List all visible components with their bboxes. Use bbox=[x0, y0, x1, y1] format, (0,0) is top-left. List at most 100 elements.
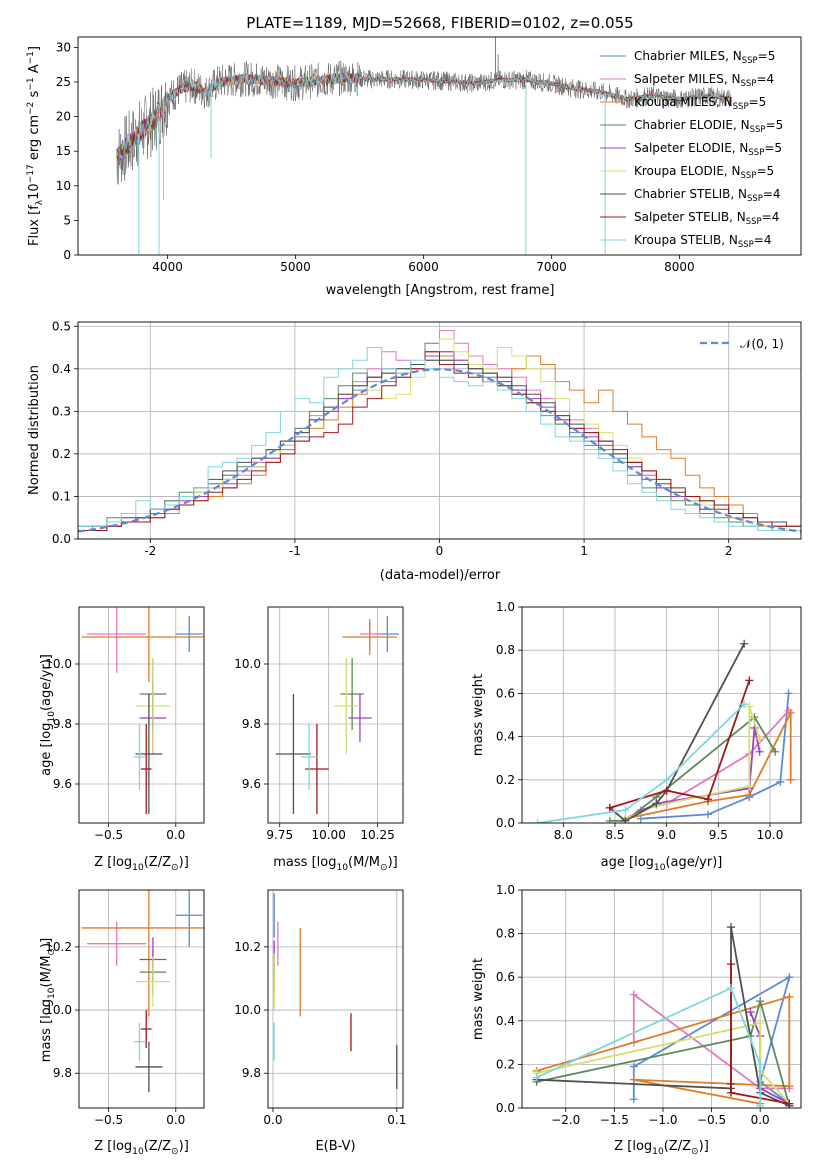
y-tick-label: 1.0 bbox=[496, 883, 515, 897]
weight-point-kroupa_miles bbox=[785, 1082, 794, 1091]
legend: 𝒩(0, 1) bbox=[700, 337, 784, 351]
weight-point-chabrier_stelib bbox=[652, 799, 661, 808]
y-tick-label: 30 bbox=[56, 40, 71, 54]
weight-point-kroupa_stelib bbox=[532, 1073, 541, 1082]
x-tick-label: 9.0 bbox=[657, 828, 676, 842]
weight-point-kroupa_elodie bbox=[755, 734, 764, 743]
axis-label-part: age [log bbox=[39, 723, 54, 776]
legend-subscript: SSP bbox=[747, 194, 763, 204]
weight-point-kroupa_stelib bbox=[756, 1060, 765, 1069]
y-tick-label: 10.0 bbox=[45, 1003, 72, 1017]
plot-marks bbox=[273, 893, 398, 1090]
legend-text: Kroupa MILES, N bbox=[634, 95, 733, 109]
legend-subscript: SSP bbox=[742, 56, 758, 66]
weight-point-kroupa_miles bbox=[786, 775, 795, 784]
weight-point-chabrier_miles bbox=[629, 1062, 638, 1071]
y-tick-label: 5 bbox=[63, 213, 71, 227]
weight-point-kroupa_elodie bbox=[745, 782, 754, 791]
weight-point-salpeter_stelib bbox=[662, 786, 671, 795]
x-axis-label: E(B-V) bbox=[315, 1139, 355, 1154]
axis-label-part: ⊙ bbox=[171, 863, 179, 873]
y-tick-label: 0 bbox=[63, 248, 71, 262]
legend-text: Salpeter ELODIE, N bbox=[634, 141, 748, 155]
x-axis-label: age [log10(age/yr)] bbox=[601, 855, 723, 873]
legend-text: Salpeter MILES, N bbox=[634, 72, 741, 86]
weight-point-chabrier_elodie bbox=[756, 997, 765, 1006]
y-tick-label: 0.5 bbox=[52, 319, 71, 333]
y-tick-label: 0.4 bbox=[52, 362, 71, 376]
axis-label-part: −1 bbox=[26, 77, 36, 90]
axes-frame bbox=[521, 889, 802, 1109]
axis-label-part: E(B-V) bbox=[315, 1139, 355, 1154]
axis-label-part: Z [log bbox=[94, 1139, 132, 1154]
axis-label-part: ] bbox=[27, 46, 42, 51]
y-tick-label: 0.6 bbox=[496, 686, 515, 700]
axis-label-part: 10 bbox=[654, 863, 666, 873]
y-tick-label: 0.2 bbox=[52, 447, 71, 461]
y-tick-label: 0.2 bbox=[496, 773, 515, 787]
y-axis-label: Normed distribution bbox=[27, 365, 42, 495]
x-axis-label: Z [log10(Z/Z⊙)] bbox=[94, 855, 189, 873]
legend-text: Chabrier MILES, N bbox=[634, 49, 742, 63]
data-spectrum-line bbox=[116, 60, 731, 185]
weight-line-salpeter_stelib bbox=[609, 680, 751, 809]
legend-subscript: SSP bbox=[741, 171, 757, 181]
y-axis-label: mass weight bbox=[471, 674, 486, 756]
weight-point-kroupa_stelib bbox=[740, 700, 749, 709]
legend-text: Kroupa STELIB, N bbox=[634, 233, 738, 247]
legend-label: Salpeter STELIB, NSSP=4 bbox=[634, 210, 779, 227]
legend-text: =5 bbox=[756, 164, 774, 178]
axis-label-part: 10 bbox=[47, 987, 57, 999]
weight-point-chabrier_miles bbox=[785, 973, 794, 982]
axes-frame bbox=[521, 606, 802, 824]
y-axis-label: age [log10(age/yr)] bbox=[39, 654, 57, 776]
y-tick-label: 9.6 bbox=[53, 777, 72, 791]
legend-text: =5 bbox=[749, 95, 767, 109]
axes-frame bbox=[77, 36, 802, 256]
axis-label-part: mass [log bbox=[39, 999, 54, 1062]
plot-marks bbox=[81, 890, 204, 1093]
x-tick-label: 10.0 bbox=[757, 828, 784, 842]
weight-point-kroupa_stelib bbox=[621, 806, 630, 815]
y-tick-label: 9.6 bbox=[242, 777, 261, 791]
legend-text: Chabrier STELIB, N bbox=[634, 187, 747, 201]
weight-point-kroupa_stelib bbox=[533, 819, 542, 823]
axes-frame bbox=[267, 889, 404, 1109]
axis-label-part: (age/yr)] bbox=[39, 654, 54, 711]
axis-label-part: −1 bbox=[26, 51, 36, 64]
x-tick-label: 0.0 bbox=[166, 1113, 185, 1127]
y-tick-label: 10.0 bbox=[45, 657, 72, 671]
x-tick-label: 6000 bbox=[408, 260, 439, 274]
weight-point-salpeter_stelib bbox=[785, 1099, 794, 1108]
axis-label-part: ⊙ bbox=[47, 948, 57, 956]
weight-point-chabrier_miles bbox=[784, 689, 793, 698]
weight-line-kroupa_stelib bbox=[536, 986, 762, 1106]
weight-point-salpeter_stelib bbox=[727, 960, 736, 969]
weight-point-salpeter_elodie bbox=[746, 1008, 755, 1017]
legend-text: =5 bbox=[764, 141, 782, 155]
legend-label: Salpeter MILES, NSSP=4 bbox=[634, 72, 774, 89]
y-tick-label: 25 bbox=[56, 75, 71, 89]
x-tick-label: -2 bbox=[144, 544, 156, 558]
y-tick-label: 1.0 bbox=[496, 600, 515, 614]
axis-label-part: erg cm bbox=[27, 115, 42, 164]
weight-point-kroupa_stelib bbox=[756, 1101, 765, 1108]
plot-marks bbox=[533, 639, 795, 823]
y-tick-label: 0.3 bbox=[52, 404, 71, 418]
plot-area bbox=[79, 607, 204, 823]
weight-point-kroupa_stelib bbox=[662, 775, 671, 784]
axis-label-part: )] bbox=[179, 1139, 189, 1154]
x-tick-label: −0.5 bbox=[94, 1113, 123, 1127]
plot-area bbox=[522, 607, 801, 823]
axis-label-part: (Z/Z bbox=[664, 1139, 691, 1154]
weight-point-chabrier_stelib bbox=[740, 639, 749, 648]
y-tick-label: 0.6 bbox=[496, 970, 515, 984]
chart-residual_histogram: -2 -1 0 1 2 0.0 0.1 0.2 0.3 0.4 0.5 (data-model)/er… bbox=[27, 319, 802, 583]
weight-point-salpeter_miles bbox=[629, 990, 638, 999]
axis-label-part: age [log bbox=[601, 855, 654, 870]
y-tick-label: 10.0 bbox=[234, 657, 261, 671]
y-tick-label: 20 bbox=[56, 110, 71, 124]
legend-text: =5 bbox=[766, 118, 784, 132]
